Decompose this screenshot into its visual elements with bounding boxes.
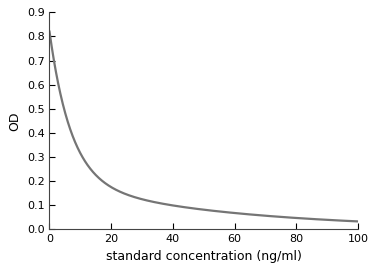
Y-axis label: OD: OD xyxy=(8,111,21,131)
X-axis label: standard concentration (ng/ml): standard concentration (ng/ml) xyxy=(106,250,302,263)
